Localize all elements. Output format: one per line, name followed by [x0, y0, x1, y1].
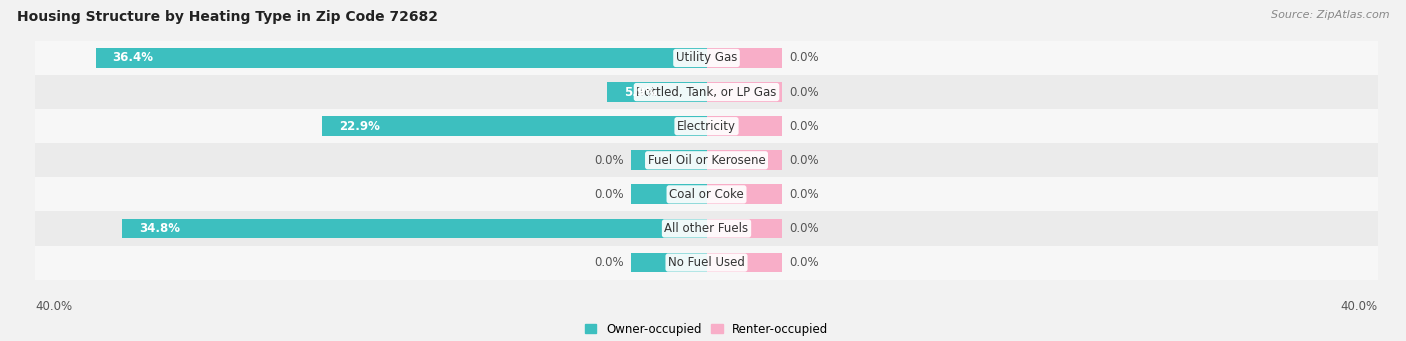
Bar [35, 143, 1378, 177]
Text: Bottled, Tank, or LP Gas: Bottled, Tank, or LP Gas [637, 86, 776, 99]
Text: 0.0%: 0.0% [789, 120, 818, 133]
Text: 40.0%: 40.0% [1341, 300, 1378, 313]
Text: 0.0%: 0.0% [595, 256, 624, 269]
Bar [122, 219, 706, 238]
Text: All other Fuels: All other Fuels [665, 222, 748, 235]
Text: 34.8%: 34.8% [139, 222, 180, 235]
Bar [35, 41, 1378, 75]
Bar [706, 48, 782, 68]
Bar [35, 109, 1378, 143]
Bar [706, 184, 782, 204]
Text: Coal or Coke: Coal or Coke [669, 188, 744, 201]
Text: Source: ZipAtlas.com: Source: ZipAtlas.com [1271, 10, 1389, 20]
Bar [322, 116, 706, 136]
Text: 0.0%: 0.0% [789, 86, 818, 99]
Text: 22.9%: 22.9% [339, 120, 380, 133]
Bar [35, 246, 1378, 280]
Text: Utility Gas: Utility Gas [676, 51, 737, 64]
Text: 0.0%: 0.0% [789, 51, 818, 64]
Bar [35, 177, 1378, 211]
Bar [706, 82, 782, 102]
Text: Fuel Oil or Kerosene: Fuel Oil or Kerosene [648, 154, 765, 167]
Text: No Fuel Used: No Fuel Used [668, 256, 745, 269]
Text: 5.9%: 5.9% [624, 86, 657, 99]
Bar [35, 211, 1378, 246]
Bar [631, 184, 706, 204]
Text: Electricity: Electricity [678, 120, 735, 133]
Bar [96, 48, 706, 68]
Text: Housing Structure by Heating Type in Zip Code 72682: Housing Structure by Heating Type in Zip… [17, 10, 437, 24]
Text: 36.4%: 36.4% [112, 51, 153, 64]
Text: 0.0%: 0.0% [789, 256, 818, 269]
Bar [706, 116, 782, 136]
Text: 0.0%: 0.0% [595, 154, 624, 167]
Bar [706, 150, 782, 170]
Text: 0.0%: 0.0% [789, 222, 818, 235]
Text: 0.0%: 0.0% [789, 188, 818, 201]
Legend: Owner-occupied, Renter-occupied: Owner-occupied, Renter-occupied [579, 318, 834, 341]
Bar [706, 253, 782, 272]
Text: 0.0%: 0.0% [595, 188, 624, 201]
Bar [631, 150, 706, 170]
Bar [631, 253, 706, 272]
Bar [607, 82, 706, 102]
Bar [706, 219, 782, 238]
Bar [35, 75, 1378, 109]
Text: 40.0%: 40.0% [35, 300, 72, 313]
Text: 0.0%: 0.0% [789, 154, 818, 167]
